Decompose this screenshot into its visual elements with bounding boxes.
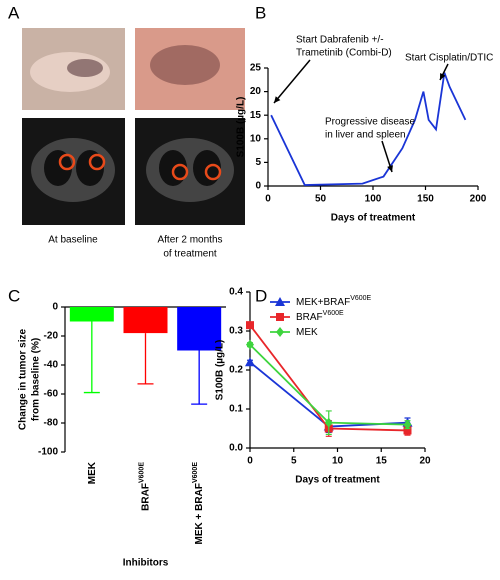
annotation: Trametinib (Combi-D): [296, 48, 392, 59]
x-tick-label: 10: [332, 456, 344, 467]
marker: [403, 426, 412, 435]
x-tick-label-part: BRAF: [140, 483, 151, 511]
ct-marker: [204, 163, 222, 181]
x-tick-label: 5: [291, 456, 297, 467]
legend-label: MEK: [296, 327, 318, 338]
x-tick-label: 50: [315, 194, 327, 205]
marker: [324, 417, 333, 428]
panel-letter: D: [255, 286, 267, 305]
caption: of treatment: [163, 249, 217, 260]
error-bar: [83, 321, 100, 394]
y-tick-label: 20: [250, 86, 262, 97]
y-tick-label: 0: [52, 302, 58, 313]
y-tick-label: 0.1: [229, 404, 243, 415]
marker: [276, 313, 284, 321]
data-line: [270, 72, 467, 186]
y-tick-label: -60: [44, 389, 59, 400]
x-tick-label: 0: [265, 194, 271, 205]
ct-detail: [76, 150, 104, 186]
y-tick-label: 0: [255, 181, 261, 192]
x-axis-label: Inhibitors: [123, 558, 169, 569]
arrowhead: [440, 73, 446, 80]
y-tick-label: 0.2: [229, 365, 243, 376]
legend-label-part: V600E: [350, 295, 371, 302]
y-tick-label: -80: [44, 418, 59, 429]
annotation: Start Cisplatin/DTIC: [405, 53, 493, 64]
y-tick-label: -40: [44, 360, 59, 371]
panel-letter: B: [255, 3, 266, 22]
arrow: [273, 59, 311, 104]
error-bar: [191, 350, 208, 405]
legend-label-part: V600E: [323, 310, 344, 317]
y-tick-label: 5: [255, 157, 261, 168]
x-tick-label-part: MEK: [86, 461, 97, 484]
x-tick-label-part: MEK + BRAF: [194, 483, 205, 544]
x-tick-label: 0: [247, 456, 253, 467]
y-tick-label: 25: [250, 63, 262, 74]
photo-detail: [67, 59, 103, 77]
marker: [246, 339, 254, 350]
x-tick-label: MEK: [86, 461, 97, 484]
x-tick-label-part: V600E: [139, 462, 146, 483]
bar: [177, 307, 222, 351]
x-axis-label: Days of treatment: [295, 475, 380, 486]
y-axis-label: S100B (µg/L): [215, 340, 226, 401]
panel-letter: C: [8, 286, 20, 305]
y-tick-label: 0.3: [229, 326, 243, 337]
x-tick-label: 150: [417, 194, 434, 205]
legend-label: BRAFV600E: [296, 310, 344, 322]
annotation: Start Dabrafenib +/-: [296, 35, 384, 46]
x-axis-label: Days of treatment: [331, 213, 416, 224]
marker: [246, 321, 254, 330]
caption: After 2 months: [157, 235, 222, 246]
y-tick-label: 0.0: [229, 443, 243, 454]
y-tick-label: 10: [250, 133, 262, 144]
x-tick-label: 100: [365, 194, 382, 205]
x-tick-label-part: V600E: [193, 462, 200, 483]
x-tick-label: 20: [419, 456, 431, 467]
caption: At baseline: [48, 235, 98, 246]
y-axis-label: S100B (µg/L): [236, 97, 247, 158]
error-bar: [137, 333, 154, 385]
y-axis-label: Change in tumor size: [18, 329, 29, 431]
y-tick-label: 0.4: [229, 287, 243, 298]
panel-letter: A: [8, 3, 20, 22]
marker: [275, 297, 285, 306]
annotation: Progressive disease: [325, 117, 415, 128]
y-axis-label: from baseline (%): [31, 338, 42, 421]
legend-label-part: BRAF: [296, 312, 323, 323]
x-tick-label: 15: [376, 456, 388, 467]
photo-detail: [150, 45, 220, 85]
photos: [22, 28, 245, 225]
bar: [69, 307, 114, 322]
bar: [123, 307, 168, 334]
marker: [403, 419, 412, 430]
ct-marker: [58, 153, 76, 171]
y-tick-label: -20: [44, 331, 59, 342]
marker: [245, 357, 255, 367]
ct-marker: [171, 163, 189, 181]
marker: [276, 327, 284, 337]
arrowhead: [274, 96, 281, 103]
arrowhead: [387, 165, 393, 172]
y-tick-label: 15: [250, 110, 262, 121]
legend-label-part: MEK: [296, 327, 318, 338]
legend-label: MEK+BRAFV600E: [296, 295, 372, 307]
annotation: in liver and spleen: [325, 130, 406, 141]
legend-label-part: MEK+BRAF: [296, 297, 350, 308]
x-tick-label: BRAFV600E: [139, 462, 151, 511]
x-tick-label: 200: [470, 194, 487, 205]
ct-detail: [44, 150, 72, 186]
y-tick-label: -100: [38, 447, 58, 458]
x-tick-label: MEK + BRAFV600E: [193, 462, 205, 545]
ct-marker: [88, 153, 106, 171]
